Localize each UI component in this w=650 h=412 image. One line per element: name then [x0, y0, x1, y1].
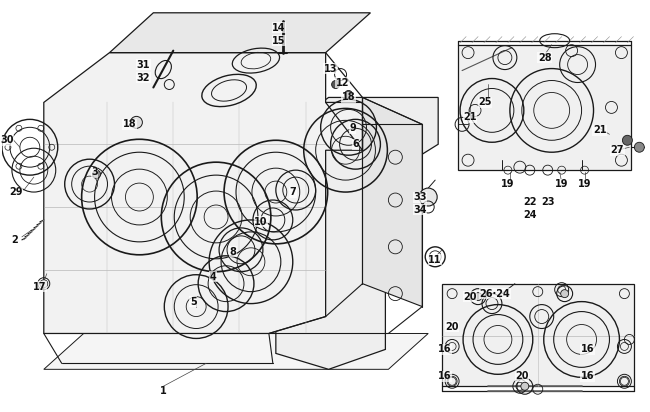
Text: 16: 16 [438, 371, 452, 381]
Circle shape [634, 142, 644, 152]
Text: 17: 17 [33, 282, 47, 292]
Circle shape [344, 91, 352, 98]
Polygon shape [110, 13, 370, 53]
Text: 5: 5 [190, 297, 196, 307]
Text: 13: 13 [324, 63, 337, 74]
Polygon shape [44, 333, 428, 369]
Text: 8: 8 [229, 247, 237, 257]
Text: 18: 18 [123, 119, 136, 129]
Text: 10: 10 [254, 217, 268, 227]
Polygon shape [44, 53, 363, 333]
Circle shape [92, 170, 101, 178]
Circle shape [474, 293, 482, 301]
Text: 20: 20 [463, 292, 477, 302]
Text: 22: 22 [523, 197, 536, 207]
Text: 19: 19 [501, 179, 515, 189]
Text: 34: 34 [413, 205, 427, 215]
Text: 15: 15 [272, 36, 285, 46]
Text: 2: 2 [12, 235, 18, 245]
Text: 20: 20 [445, 321, 459, 332]
Text: 21: 21 [593, 125, 606, 135]
Text: 31: 31 [136, 60, 150, 70]
Text: 19: 19 [578, 179, 592, 189]
Circle shape [623, 135, 632, 145]
Text: 1: 1 [160, 386, 166, 396]
Text: 12: 12 [336, 77, 349, 87]
Text: 32: 32 [136, 73, 150, 82]
Polygon shape [276, 98, 438, 369]
Circle shape [40, 280, 48, 288]
Text: 7: 7 [289, 187, 296, 197]
Text: 26·24: 26·24 [480, 289, 510, 299]
Text: 23: 23 [541, 197, 554, 207]
Circle shape [332, 80, 339, 89]
Text: 6: 6 [352, 139, 359, 149]
Text: 25: 25 [478, 97, 492, 108]
Circle shape [131, 116, 142, 128]
Text: 27: 27 [611, 145, 624, 155]
Text: 9: 9 [349, 123, 356, 133]
Text: 24: 24 [523, 210, 536, 220]
Text: 20: 20 [515, 371, 528, 381]
Text: 18: 18 [342, 92, 356, 103]
Polygon shape [458, 44, 631, 170]
Circle shape [561, 290, 569, 297]
Text: 16: 16 [438, 344, 452, 354]
Text: 30: 30 [0, 135, 14, 145]
Text: 19: 19 [555, 179, 568, 189]
Text: 28: 28 [538, 53, 552, 63]
Text: 21: 21 [463, 112, 477, 122]
Text: 16: 16 [581, 344, 594, 354]
Text: 29: 29 [9, 187, 23, 197]
Polygon shape [442, 284, 634, 386]
Text: 14: 14 [272, 23, 285, 33]
Text: 33: 33 [413, 192, 427, 202]
Text: 4: 4 [210, 272, 216, 282]
Text: 11: 11 [428, 255, 442, 265]
Text: 16: 16 [581, 371, 594, 381]
Circle shape [521, 382, 529, 390]
Circle shape [419, 188, 437, 206]
Polygon shape [363, 98, 422, 307]
Text: 3: 3 [91, 167, 98, 177]
